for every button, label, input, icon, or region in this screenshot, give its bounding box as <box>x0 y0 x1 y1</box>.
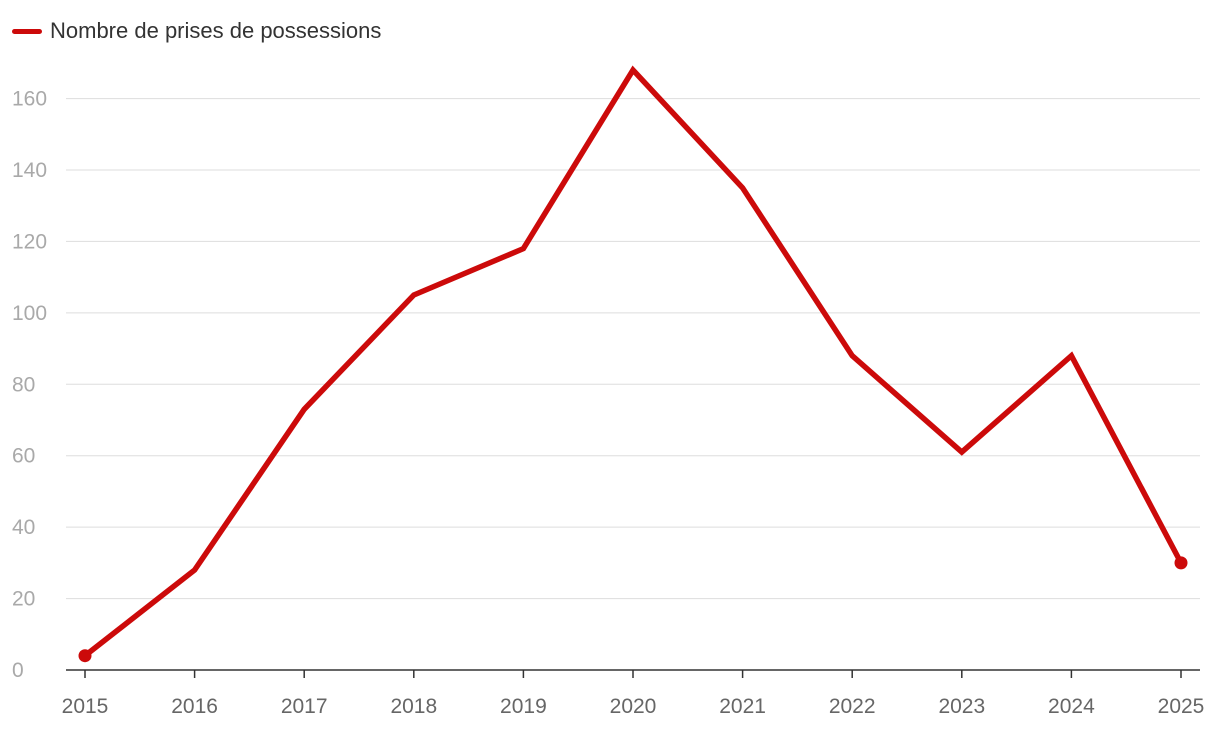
legend-swatch <box>12 28 42 34</box>
y-tick-label: 100 <box>12 302 47 325</box>
x-tick-label: 2015 <box>62 695 109 718</box>
y-tick-label: 0 <box>12 659 24 682</box>
x-tick-label: 2019 <box>500 695 547 718</box>
x-tick-label: 2016 <box>171 695 218 718</box>
x-tick-label: 2021 <box>719 695 766 718</box>
y-tick-label: 140 <box>12 159 47 182</box>
endpoint-marker <box>78 649 92 663</box>
y-tick-label: 60 <box>12 445 35 468</box>
x-tick-label: 2022 <box>829 695 876 718</box>
y-tick-label: 160 <box>12 88 47 111</box>
x-tick-label: 2025 <box>1158 695 1205 718</box>
y-tick-label: 20 <box>12 588 35 611</box>
x-tick-label: 2024 <box>1048 695 1095 718</box>
x-tick-label: 2023 <box>938 695 985 718</box>
x-tick-label: 2017 <box>281 695 328 718</box>
x-tick-label: 2018 <box>390 695 437 718</box>
x-tick-label: 2020 <box>610 695 657 718</box>
legend-label: Nombre de prises de possessions <box>50 18 382 43</box>
y-tick-label: 40 <box>12 516 35 539</box>
endpoint-marker <box>1174 556 1188 570</box>
y-tick-label: 120 <box>12 230 47 253</box>
series-line <box>82 65 1184 659</box>
legend: Nombre de prises de possessions <box>12 18 381 44</box>
y-tick-label: 80 <box>12 373 35 396</box>
